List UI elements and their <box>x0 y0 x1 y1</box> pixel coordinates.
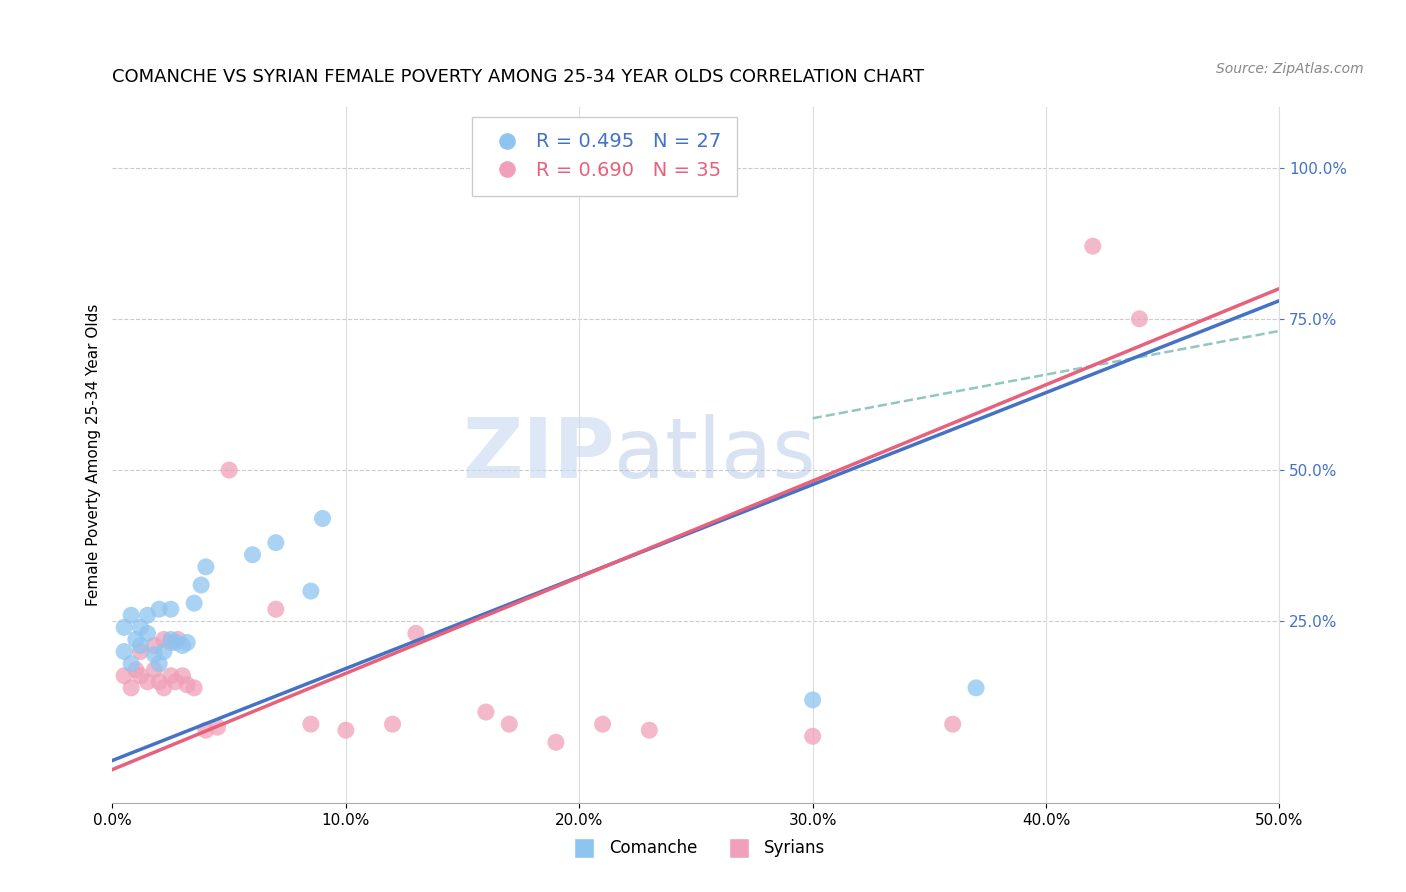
Point <box>166 632 188 647</box>
Point <box>801 729 824 743</box>
Point <box>207 720 229 734</box>
Legend: Comanche, Syrians: Comanche, Syrians <box>561 833 831 864</box>
Point <box>299 584 322 599</box>
Point <box>148 657 170 671</box>
Text: Source: ZipAtlas.com: Source: ZipAtlas.com <box>1216 62 1364 77</box>
Point <box>405 626 427 640</box>
Point <box>335 723 357 738</box>
Point <box>136 626 159 640</box>
Point <box>112 669 135 683</box>
Point <box>183 681 205 695</box>
Point <box>120 657 142 671</box>
Point <box>143 648 166 662</box>
Point <box>165 674 187 689</box>
Point <box>965 681 987 695</box>
Point <box>218 463 240 477</box>
Point <box>172 669 194 683</box>
Text: atlas: atlas <box>614 415 815 495</box>
Point <box>148 602 170 616</box>
Point <box>120 681 142 695</box>
Point <box>143 663 166 677</box>
Point <box>264 602 287 616</box>
Point <box>143 639 166 653</box>
Point <box>160 669 183 683</box>
Point <box>176 678 198 692</box>
Point <box>172 639 194 653</box>
Point <box>1081 239 1104 253</box>
Point <box>381 717 404 731</box>
Point <box>242 548 264 562</box>
Point <box>165 635 187 649</box>
Point <box>129 639 152 653</box>
Point <box>592 717 614 731</box>
Y-axis label: Female Poverty Among 25-34 Year Olds: Female Poverty Among 25-34 Year Olds <box>86 304 101 606</box>
Point <box>136 608 159 623</box>
Point <box>112 644 135 658</box>
Point <box>112 620 135 634</box>
Point <box>160 635 183 649</box>
Point <box>194 559 217 574</box>
Point <box>638 723 661 738</box>
Point <box>136 674 159 689</box>
Point <box>544 735 567 749</box>
Point <box>129 620 152 634</box>
Point <box>1128 311 1150 326</box>
Point <box>120 608 142 623</box>
Point <box>153 644 176 658</box>
Point <box>160 602 183 616</box>
Text: COMANCHE VS SYRIAN FEMALE POVERTY AMONG 25-34 YEAR OLDS CORRELATION CHART: COMANCHE VS SYRIAN FEMALE POVERTY AMONG … <box>112 68 925 86</box>
Point <box>190 578 212 592</box>
Point <box>299 717 322 731</box>
Point <box>942 717 965 731</box>
Point <box>801 693 824 707</box>
Text: ZIP: ZIP <box>461 415 614 495</box>
Point <box>125 663 148 677</box>
Point <box>498 717 520 731</box>
Point <box>264 535 287 549</box>
Point <box>129 669 152 683</box>
Point <box>153 681 176 695</box>
Point <box>183 596 205 610</box>
Point <box>160 632 183 647</box>
Point <box>153 632 176 647</box>
Point <box>194 723 217 738</box>
Point <box>311 511 333 525</box>
Point <box>148 674 170 689</box>
Point <box>125 632 148 647</box>
Point <box>475 705 498 719</box>
Point <box>129 644 152 658</box>
Point <box>176 635 198 649</box>
